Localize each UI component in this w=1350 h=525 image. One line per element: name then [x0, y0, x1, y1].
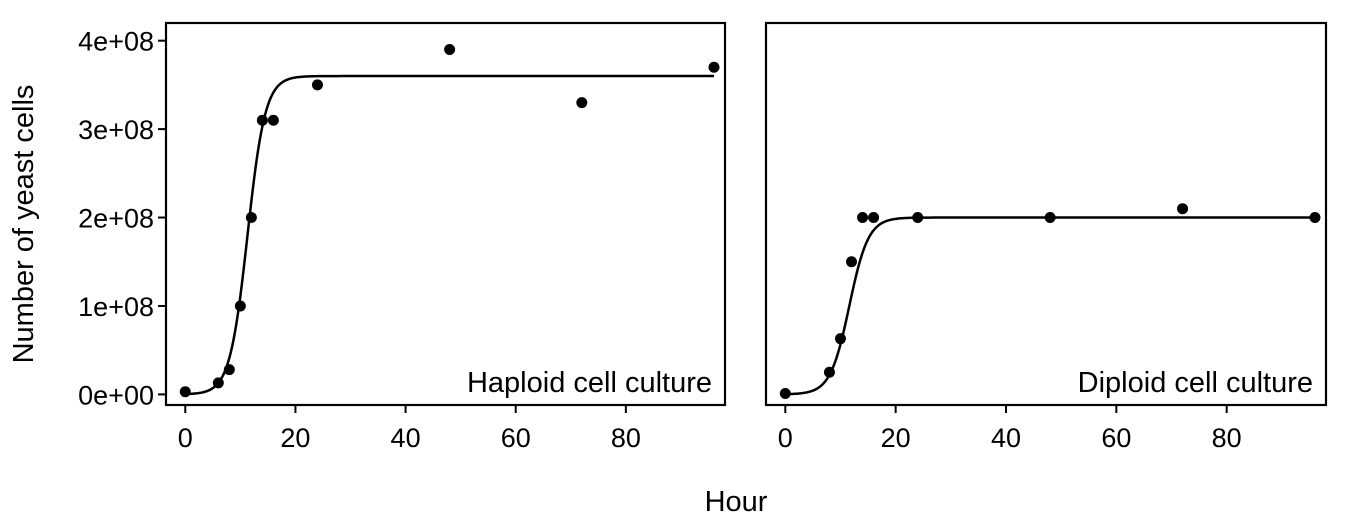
data-point	[212, 377, 224, 389]
y-tick-label: 1e+08	[78, 292, 154, 322]
fit-curve	[185, 74, 714, 396]
panel-1: 0 20 40 60 80 0e+00 1e+08 2e+08 3e+08 4e+08 Haploi…	[78, 21, 727, 453]
data-point	[868, 212, 880, 224]
x-tick-label: 80	[1212, 423, 1242, 453]
data-point	[823, 366, 835, 378]
panels-layer: 0 20 40 60 80 0e+00 1e+08 2e+08 3e+08 4e+08 Haploi…	[78, 21, 1328, 453]
data-point	[708, 61, 720, 73]
x-tick-label: 40	[991, 423, 1021, 453]
data-point	[267, 114, 279, 126]
y-tick-label: 2e+08	[78, 204, 154, 234]
data-point	[834, 333, 846, 345]
x-tick-label: 0	[778, 423, 793, 453]
data-point	[1309, 212, 1321, 224]
panel-2: 0 20 40 60 80 Diploid cell culture	[764, 21, 1328, 453]
x-tick-label: 0	[178, 423, 193, 453]
data-point	[223, 364, 235, 376]
data-point	[245, 212, 257, 224]
data-point	[846, 256, 858, 268]
data-point	[444, 44, 456, 56]
data-point	[256, 114, 268, 126]
data-point	[779, 388, 791, 400]
x-tick-label: 20	[280, 423, 310, 453]
x-tick-label: 60	[501, 423, 531, 453]
y-axis-label: Number of yeast cells	[8, 85, 40, 364]
data-point	[1177, 203, 1189, 215]
panel-label: Diploid cell culture	[1078, 367, 1313, 399]
data-point	[576, 97, 588, 109]
data-point	[234, 300, 246, 312]
y-tick-label: 4e+08	[78, 27, 154, 57]
y-tick-label: 0e+00	[78, 380, 154, 410]
x-tick-label: 40	[391, 423, 421, 453]
x-axis-label: Hour	[705, 486, 768, 518]
panel-frame	[764, 21, 1328, 407]
data-point	[1044, 212, 1056, 224]
data-point	[179, 386, 191, 398]
x-tick-label: 80	[611, 423, 641, 453]
data-point	[311, 79, 323, 91]
panel-frame	[164, 21, 727, 407]
x-tick-label: 20	[881, 423, 911, 453]
data-point	[857, 212, 869, 224]
x-tick-label: 60	[1101, 423, 1131, 453]
y-tick-label: 3e+08	[78, 115, 154, 145]
data-point	[912, 212, 924, 224]
panel-label: Haploid cell culture	[467, 367, 712, 399]
